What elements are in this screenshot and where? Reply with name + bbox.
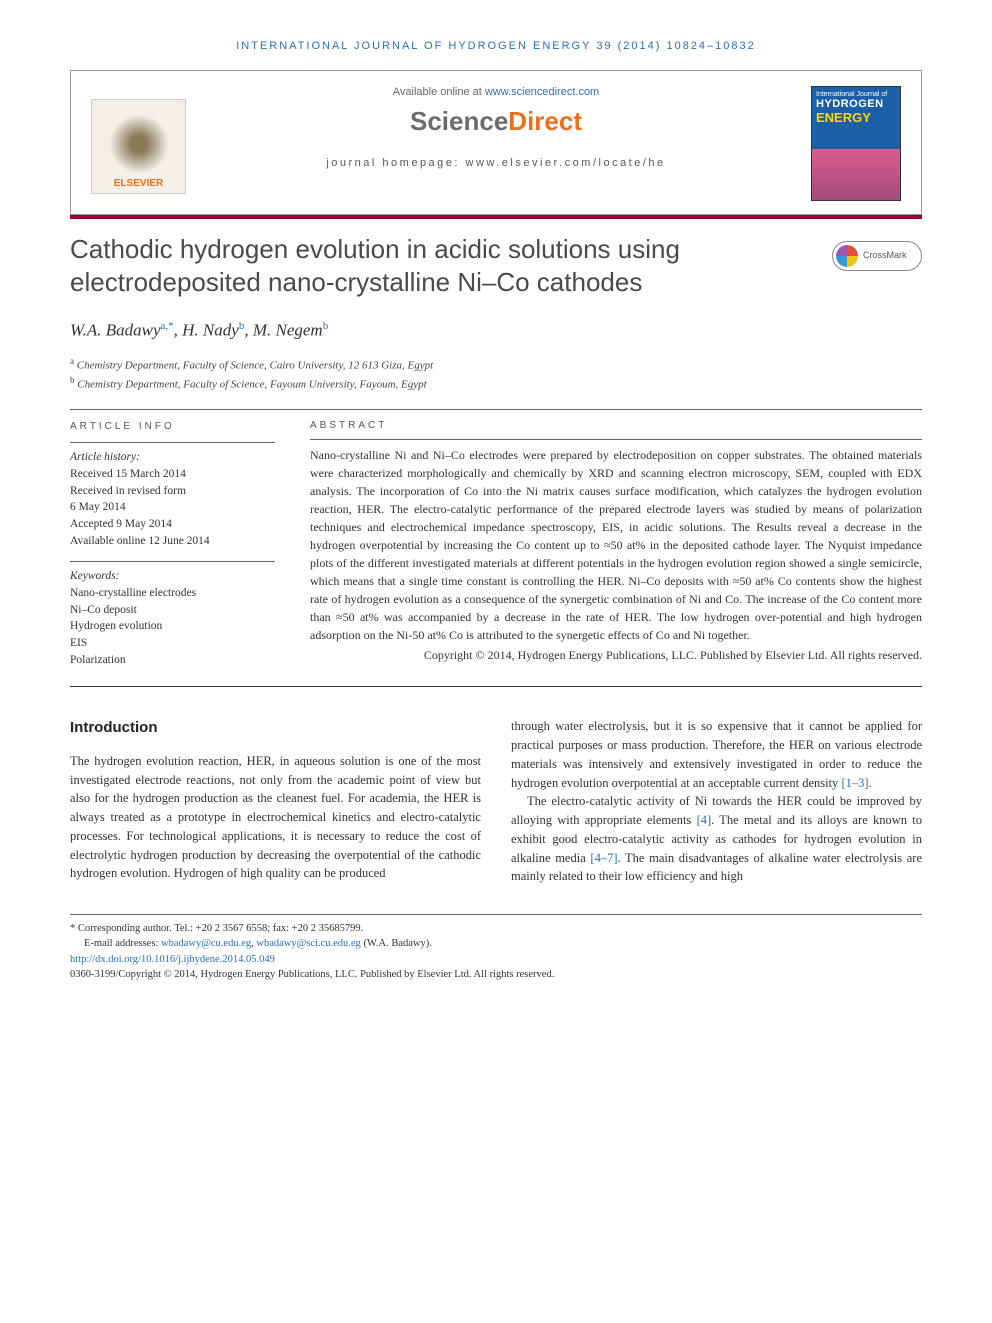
abstract-column: ABSTRACT Nano-crystalline Ni and Ni–Co e… — [310, 420, 922, 669]
homepage-prefix: journal homepage: — [326, 157, 465, 169]
cover-line3: ENERGY — [816, 110, 896, 125]
info-sep-2 — [70, 561, 275, 562]
homepage-url[interactable]: www.elsevier.com/locate/he — [466, 157, 666, 169]
info-abstract-row: ARTICLE INFO Article history: Received 1… — [70, 420, 922, 669]
intro-para-3: The electro-catalytic activity of Ni tow… — [511, 792, 922, 886]
ref-link-4[interactable]: [4] — [697, 813, 712, 827]
email-2[interactable]: wbadawy@sci.cu.edu.eg — [256, 938, 360, 949]
title-color-bar — [70, 215, 922, 219]
corresponding-author: * Corresponding author. Tel.: +20 2 3567… — [70, 921, 922, 936]
history-revised-1: Received in revised form — [70, 483, 275, 500]
doi-link[interactable]: http://dx.doi.org/10.1016/j.ijhydene.201… — [70, 954, 275, 965]
authors-line: W.A. Badawya,*, H. Nadyb, M. Negemb — [70, 320, 922, 341]
journal-homepage-line: journal homepage: www.elsevier.com/locat… — [211, 157, 781, 169]
section-heading-introduction: Introduction — [70, 717, 481, 740]
abstract-copyright: Copyright © 2014, Hydrogen Energy Public… — [310, 648, 922, 663]
intro-para-1: The hydrogen evolution reaction, HER, in… — [70, 752, 481, 883]
separator-thick — [70, 686, 922, 687]
info-sep-1 — [70, 442, 275, 443]
abstract-sep — [310, 439, 922, 440]
ref-link-4-7[interactable]: [4–7] — [590, 851, 617, 865]
elsevier-logo[interactable]: ELSEVIER — [91, 99, 186, 194]
history-label: Article history: — [70, 449, 275, 466]
article-title: Cathodic hydrogen evolution in acidic so… — [70, 233, 922, 298]
email-1[interactable]: wbadawy@cu.edu.eg — [161, 938, 251, 949]
history-online: Available online 12 June 2014 — [70, 533, 275, 550]
sd-logo-right: Direct — [508, 106, 582, 136]
ref-link-1-3[interactable]: [1–3] — [841, 776, 868, 790]
elsevier-label: ELSEVIER — [114, 178, 163, 189]
separator-1 — [70, 409, 922, 410]
history-revised-2: 6 May 2014 — [70, 499, 275, 516]
available-prefix: Available online at — [393, 86, 485, 98]
sd-logo-left: Science — [410, 106, 508, 136]
sciencedirect-logo[interactable]: ScienceDirect — [211, 106, 781, 137]
article-info-heading: ARTICLE INFO — [70, 420, 275, 435]
keyword-1: Nano-crystalline electrodes — [70, 585, 275, 602]
history-accepted: Accepted 9 May 2014 — [70, 516, 275, 533]
affiliation-a: a Chemistry Department, Faculty of Scien… — [70, 355, 922, 374]
email-line: E-mail addresses: wbadawy@cu.edu.eg, wba… — [70, 936, 922, 951]
intro-para-2: through water electrolysis, but it is so… — [511, 717, 922, 792]
header-box: ELSEVIER International Journal of HYDROG… — [70, 70, 922, 215]
crossmark-badge[interactable]: CrossMark — [832, 241, 922, 271]
keyword-3: Hydrogen evolution — [70, 618, 275, 635]
author-3[interactable]: , M. Negem — [244, 321, 322, 340]
sciencedirect-link[interactable]: www.sciencedirect.com — [485, 86, 599, 98]
cover-line2: HYDROGEN — [816, 98, 896, 110]
keywords-label: Keywords: — [70, 568, 275, 585]
header-center: Available online at www.sciencedirect.co… — [211, 86, 781, 169]
abstract-text: Nano-crystalline Ni and Ni–Co electrodes… — [310, 446, 922, 644]
doi-line: http://dx.doi.org/10.1016/j.ijhydene.201… — [70, 952, 922, 967]
body-columns: Introduction The hydrogen evolution reac… — [70, 717, 922, 886]
keyword-2: Ni–Co deposit — [70, 602, 275, 619]
journal-reference: INTERNATIONAL JOURNAL OF HYDROGEN ENERGY… — [70, 40, 922, 52]
elsevier-tree-icon — [109, 114, 169, 174]
footer-block: * Corresponding author. Tel.: +20 2 3567… — [70, 914, 922, 982]
affiliation-b: b Chemistry Department, Faculty of Scien… — [70, 374, 922, 393]
issn-copyright: 0360-3199/Copyright © 2014, Hydrogen Ene… — [70, 967, 922, 982]
keyword-4: EIS — [70, 635, 275, 652]
author-1[interactable]: W.A. Badawy — [70, 321, 161, 340]
article-info-column: ARTICLE INFO Article history: Received 1… — [70, 420, 275, 669]
email-tail: (W.A. Badawy). — [361, 938, 432, 949]
available-online-line: Available online at www.sciencedirect.co… — [211, 86, 781, 98]
affiliations: a Chemistry Department, Faculty of Scien… — [70, 355, 922, 393]
history-received: Received 15 March 2014 — [70, 466, 275, 483]
email-label: E-mail addresses: — [84, 938, 161, 949]
author-2[interactable]: , H. Nady — [174, 321, 239, 340]
aff-b-text: Chemistry Department, Faculty of Science… — [75, 378, 427, 390]
keyword-5: Polarization — [70, 652, 275, 669]
journal-cover-thumbnail[interactable]: International Journal of HYDROGEN ENERGY — [811, 86, 901, 201]
p2b: . — [869, 776, 872, 790]
aff-a-text: Chemistry Department, Faculty of Science… — [74, 359, 433, 371]
cover-line1: International Journal of — [816, 91, 896, 98]
author-1-sup: a,* — [161, 320, 174, 332]
title-text: Cathodic hydrogen evolution in acidic so… — [70, 234, 680, 297]
author-3-sup: b — [323, 320, 329, 332]
abstract-heading: ABSTRACT — [310, 420, 922, 431]
